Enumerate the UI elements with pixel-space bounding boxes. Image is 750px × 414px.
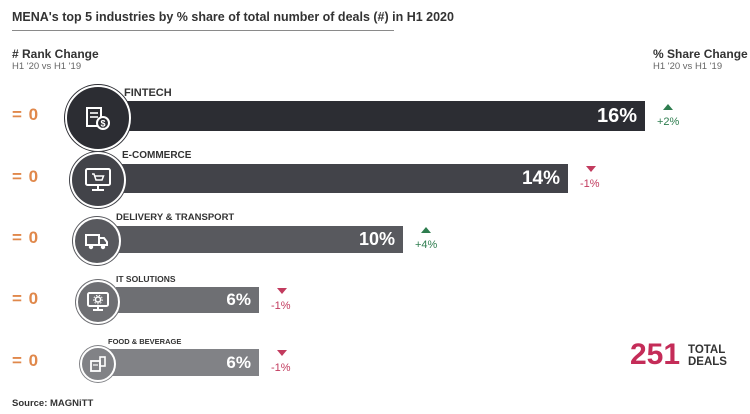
share-change-subheader: H1 '20 vs H1 '19 (653, 61, 723, 72)
ecommerce-icon (83, 166, 113, 194)
total-deals-value: 251 (630, 338, 681, 371)
fintech-icon-badge: $ (65, 85, 131, 151)
arrow-up-icon (663, 104, 673, 110)
share-change-value: -1% (271, 362, 291, 374)
arrow-down-icon (586, 166, 596, 172)
arrow-up-icon (421, 227, 431, 233)
chart-title: MENA's top 5 industries by % share of to… (12, 10, 454, 24)
it-solutions-icon (86, 291, 110, 313)
delivery-truck-icon (84, 230, 110, 252)
industry-label: IT SOLUTIONS (116, 274, 176, 284)
rank-change-value: = 0 (12, 105, 40, 124)
share-change-header: % Share Change (653, 47, 748, 61)
share-change-value: -1% (271, 300, 291, 312)
total-deals-label-line1: TOTAL (688, 344, 726, 356)
ecommerce-icon-badge (70, 152, 126, 208)
delivery-truck-icon-badge (73, 217, 121, 265)
bar-value-label: 6% (226, 290, 251, 309)
share-change-value: -1% (580, 178, 600, 190)
bar-delivery-transport: 10% (116, 225, 403, 253)
arrow-down-icon (277, 350, 287, 356)
rank-change-header: # Rank Change (12, 47, 99, 61)
it-solutions-icon-badge (76, 280, 120, 324)
bar-fintech: 16% (124, 101, 645, 131)
food-beverage-icon (88, 354, 108, 374)
rank-change-value: = 0 (12, 351, 40, 370)
bar-value-label: 16% (596, 105, 637, 127)
share-change-value: +2% (657, 116, 680, 128)
rank-change-subheader: H1 '20 vs H1 '19 (12, 61, 82, 72)
total-deals-label: TOTAL DEALS (688, 344, 727, 368)
svg-text:$: $ (100, 119, 105, 129)
bar-food-beverage: 6% (108, 348, 259, 376)
rank-change-value: = 0 (12, 289, 40, 308)
bar-value-label: 14% (521, 167, 560, 189)
rank-change-value: = 0 (12, 167, 40, 186)
bar-it-solutions: 6% (116, 287, 259, 313)
bar-value-label: 10% (358, 228, 395, 249)
industry-label: E-COMMERCE (122, 150, 192, 161)
industry-label: FOOD & BEVERAGE (108, 337, 182, 346)
industry-label: DELIVERY & TRANSPORT (116, 212, 235, 223)
food-beverage-icon-badge (80, 346, 116, 382)
arrow-down-icon (277, 288, 287, 294)
title-divider (12, 30, 394, 31)
fintech-icon: $ (83, 103, 113, 133)
bar-value-label: 6% (226, 352, 251, 372)
rank-change-value: = 0 (12, 228, 40, 247)
source-note: Source: MAGNiTT (12, 398, 94, 409)
share-change-value: +4% (415, 239, 438, 251)
total-deals-label-line2: DEALS (688, 356, 727, 368)
industry-label: FINTECH (124, 87, 172, 99)
bar-e-commerce: 14% (122, 163, 568, 193)
